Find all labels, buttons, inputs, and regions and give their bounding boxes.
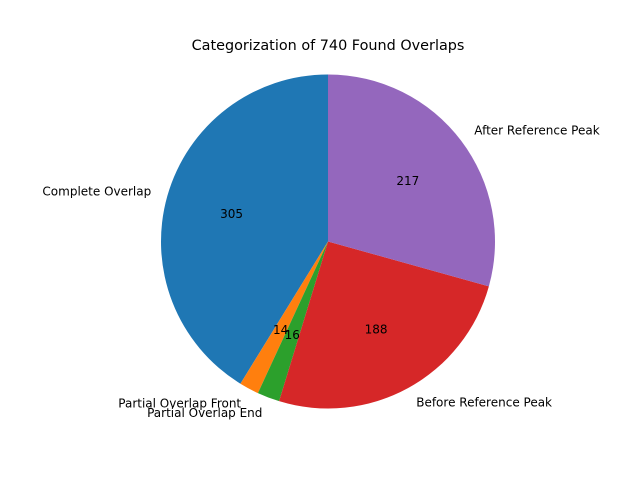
value-label-before-reference-peak: 188	[365, 322, 388, 336]
value-label-after-reference-peak: 217	[396, 174, 419, 188]
value-label-partial-overlap-front: 14	[273, 323, 288, 337]
slice-label-before-reference-peak: Before Reference Peak	[416, 396, 552, 410]
pie-slice-after-reference-peak	[328, 74, 495, 287]
slice-label-after-reference-peak: After Reference Peak	[474, 123, 599, 137]
slice-label-partial-overlap-end: Partial Overlap End	[147, 406, 262, 420]
slice-label-complete-overlap: Complete Overlap	[42, 184, 151, 198]
pie-slice-before-reference-peak	[279, 241, 489, 409]
pie-labels: Complete Overlap 305 Partial Overlap Front…	[42, 123, 599, 420]
pie-slices	[161, 74, 495, 409]
slice-label-partial-overlap-front: Partial Overlap Front	[118, 396, 241, 410]
value-label-partial-overlap-end: 16	[285, 328, 300, 342]
pie-slice-complete-overlap	[161, 74, 328, 384]
pie-slice-partial-overlap-front	[240, 241, 328, 394]
pie-slice-partial-overlap-end	[257, 241, 328, 402]
chart-title: Categorization of 740 Found Overlaps	[192, 38, 465, 54]
value-label-complete-overlap: 305	[220, 207, 243, 221]
